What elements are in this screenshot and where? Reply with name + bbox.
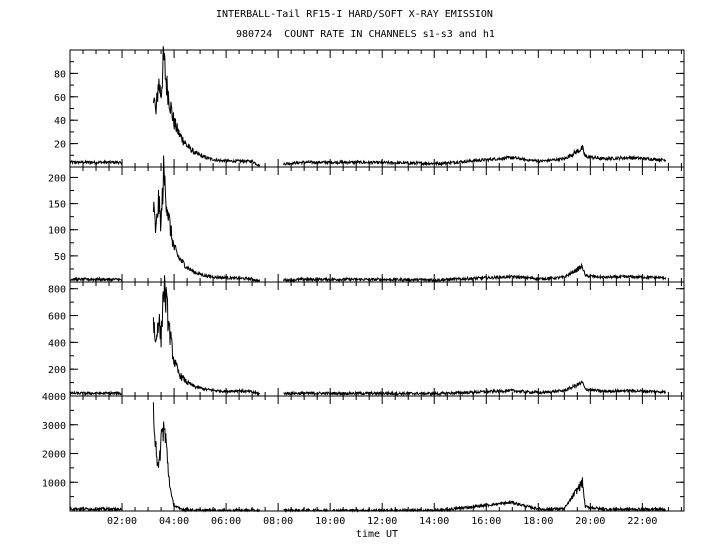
y-tick-label: 20 (54, 140, 66, 151)
x-tick-label: 06:00 (211, 516, 241, 527)
panel-frame (69, 49, 685, 168)
y-tick-label: 800 (48, 285, 66, 296)
x-tick-label: 14:00 (419, 516, 449, 527)
y-tick-label: 60 (54, 93, 66, 104)
y-tick-label: 100 (48, 226, 66, 237)
x-tick-label: 12:00 (367, 516, 397, 527)
y-tick-label: 50 (54, 252, 66, 263)
series-line (69, 46, 667, 168)
x-tick-label: 22:00 (627, 516, 657, 527)
x-tick-label: 20:00 (575, 516, 605, 527)
y-tick-label: 40 (54, 116, 66, 127)
x-tick-label: 02:00 (107, 516, 137, 527)
x-tick-label: 16:00 (471, 516, 501, 527)
x-tick-label: 18:00 (523, 516, 553, 527)
x-tick-label: 08:00 (263, 516, 293, 527)
chart-subtitle: 980724 COUNT RATE IN CHANNELS s1-s3 and … (236, 29, 495, 40)
y-tick-label: 200 (48, 365, 66, 376)
panel-frame (69, 395, 685, 512)
x-tick-label: 10:00 (315, 516, 345, 527)
y-tick-label: 200 (48, 173, 66, 184)
series-line (69, 402, 666, 513)
y-tick-label: 3000 (42, 421, 66, 432)
y-tick-label: 80 (54, 69, 66, 80)
y-tick-label: 150 (48, 200, 66, 211)
y-tick-label: 4000 (42, 392, 66, 403)
panel-frame (69, 281, 685, 397)
chart-title: INTERBALL-Tail RF15-I HARD/SOFT X-RAY EM… (216, 9, 493, 20)
y-tick-label: 2000 (42, 450, 66, 461)
y-tick-label: 1000 (42, 478, 66, 489)
x-axis-label: time UT (356, 529, 398, 540)
series-line (69, 275, 666, 397)
y-tick-label: 400 (48, 338, 66, 349)
y-tick-label: 600 (48, 312, 66, 323)
x-tick-label: 04:00 (159, 516, 189, 527)
series-line (69, 155, 667, 283)
panel-frame (69, 166, 685, 283)
